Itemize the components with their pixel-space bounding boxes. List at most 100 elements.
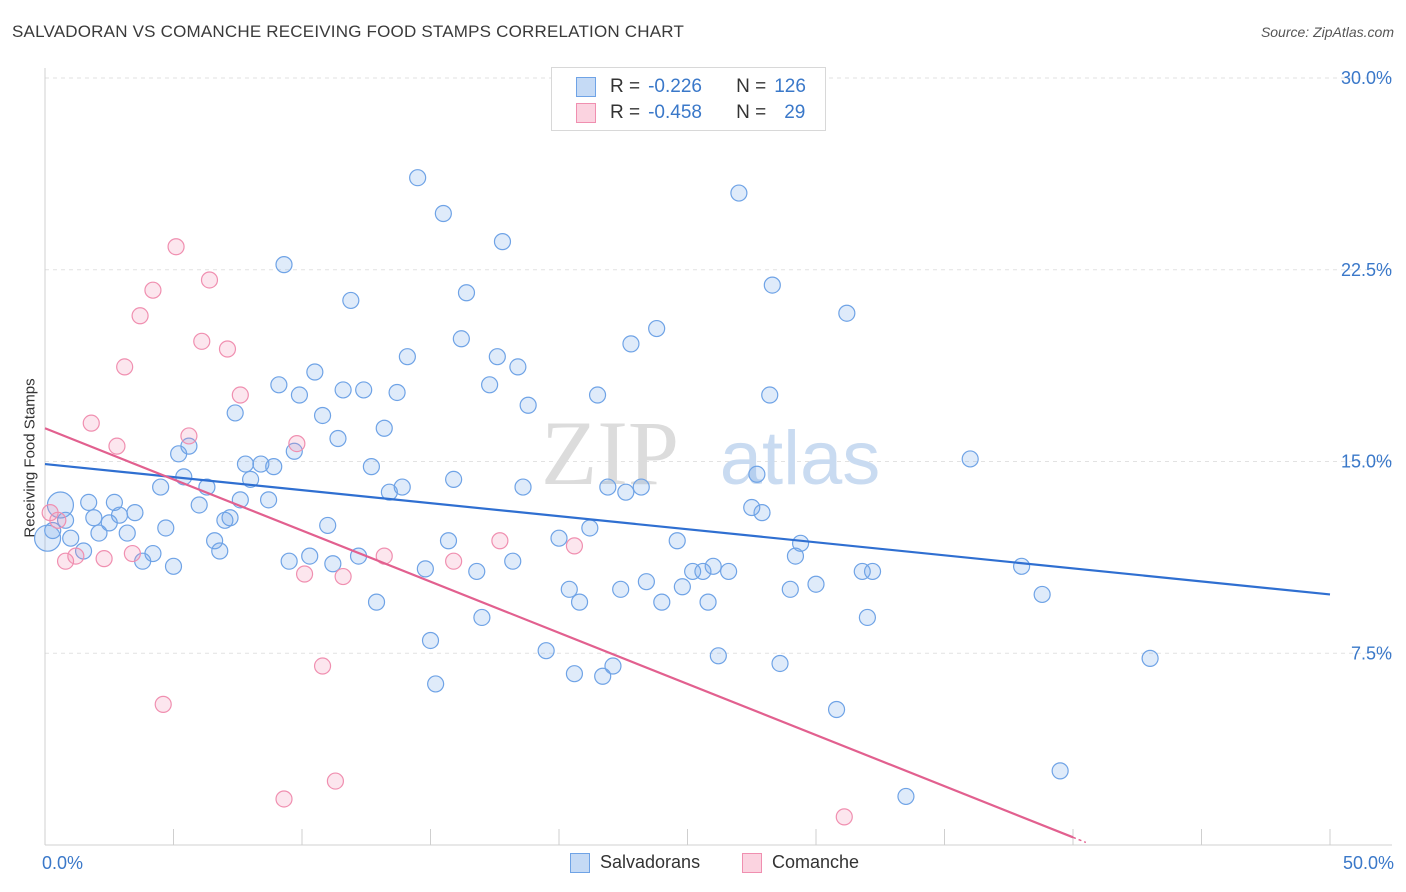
salvadoran-point [560, 580, 578, 598]
salvadoran-point [709, 647, 727, 665]
salvadoran-point [44, 521, 62, 540]
comanche-point [56, 552, 75, 570]
salvadoran-point [439, 532, 458, 550]
chart-title: SALVADORAN VS COMANCHE RECEIVING FOOD ST… [12, 22, 685, 41]
salvadoran-point [653, 593, 671, 611]
source-label: Source: ZipAtlas.com [1260, 24, 1394, 40]
salvadoran-point [416, 560, 434, 578]
salvadoran-point [393, 478, 411, 496]
salvadoran-point [190, 496, 208, 514]
legend-r-label: R = [610, 76, 641, 97]
comanche-point [565, 537, 584, 555]
salvadoran-point [488, 348, 506, 366]
axes [44, 68, 1392, 846]
comanche-point [313, 657, 332, 675]
salvadoran-point [367, 593, 386, 611]
salvadoran-point [355, 381, 373, 399]
salvadoran-point [242, 470, 260, 488]
salvadoran-point [617, 483, 635, 501]
comanche-point [200, 271, 219, 289]
salvadoran-point [570, 593, 589, 611]
salvadoran-point [362, 458, 380, 476]
salvadoran-point [594, 667, 612, 685]
salvadoran-point [604, 657, 622, 675]
watermark: ZIP atlas [541, 402, 880, 504]
salvadoran-point [427, 675, 445, 693]
salvadoran-point [1012, 557, 1031, 575]
comanche-trend-extension [1072, 836, 1087, 844]
salvadoran-point [648, 319, 666, 338]
series-swatch-salvadorans [570, 852, 590, 873]
salvadoran-point [622, 335, 640, 353]
salvadoran-point [110, 506, 129, 524]
salvadoran-point [748, 465, 766, 483]
legend-n-label: N = [736, 76, 767, 97]
y-tick-label: 30.0% [1341, 68, 1392, 88]
salvadoran-point [152, 478, 170, 496]
watermark-atlas: atlas [720, 416, 881, 501]
salvadoran-point [164, 557, 183, 575]
salvadoran-point [221, 509, 239, 527]
series-legend-comanche[interactable]: Comanche [742, 852, 859, 873]
salvadoran-point [863, 562, 882, 581]
salvadoran-point [265, 458, 283, 476]
comanche-point [835, 808, 853, 826]
salvadoran-point [118, 524, 136, 542]
salvadoran-point [85, 509, 103, 527]
salvadoran-point [157, 519, 175, 537]
salvadoran-point [897, 787, 915, 806]
salvadoran-point [519, 396, 537, 414]
salvadoran-point [699, 593, 717, 611]
comanche-point [167, 238, 185, 256]
comanche-point [275, 790, 293, 808]
salvadoran-point [838, 304, 856, 322]
comanche-point [231, 386, 249, 404]
salvadoran-point [550, 529, 568, 547]
salvadoran-point [301, 547, 319, 565]
correlation-legend: R = -0.226 N = 126 R = -0.458 N = 29 [551, 67, 826, 131]
salvadoran-point [1051, 762, 1069, 780]
salvadoran-point [306, 363, 324, 381]
salvadoran-point [771, 654, 789, 673]
salvadoran-point [781, 580, 799, 598]
salvadoran-point [509, 358, 527, 376]
x-tick-label: 0.0% [42, 853, 83, 873]
salvadoran-point [514, 478, 532, 496]
y-tick-label: 7.5% [1351, 643, 1392, 663]
salvadoran-point [632, 478, 650, 496]
salvadoran-point [319, 516, 337, 535]
salvadoran-point [473, 608, 491, 627]
salvadoran-point [126, 504, 144, 522]
salvadoran-point [280, 552, 298, 570]
salvadoran-point [858, 608, 877, 627]
salvadoran-point [434, 204, 452, 223]
salvadoran-point [791, 534, 810, 552]
salvadoran-point [961, 450, 979, 468]
salvadoran-point [334, 381, 352, 399]
salvadoran-point [324, 555, 342, 573]
comanche-point [193, 332, 211, 350]
salvadoran-point [743, 498, 761, 517]
salvadoran-point [457, 284, 476, 302]
salvadoran-point [144, 544, 162, 563]
series-legend: Salvadorans Comanche [0, 852, 1406, 876]
comanche-point [491, 532, 509, 550]
series-label-salvadorans: Salvadorans [600, 852, 701, 872]
legend-swatch-comanche [576, 103, 596, 123]
legend-n-label: N = [736, 102, 767, 123]
salvadoran-point [694, 562, 712, 581]
y-tick-label: 22.5% [1341, 260, 1392, 280]
salvadoran-point [1033, 585, 1051, 604]
salvadoran-point [493, 233, 512, 251]
salvadoran-point [704, 557, 722, 575]
salvadoran-point [290, 386, 309, 404]
salvadoran-point [342, 291, 360, 310]
legend-r-label: R = [610, 102, 641, 123]
salvadoran-point [329, 429, 347, 448]
salvadoran-point [763, 276, 781, 294]
comanche-point [116, 358, 134, 376]
watermark-zip: ZIP [541, 402, 679, 504]
series-legend-salvadorans[interactable]: Salvadorans [570, 852, 700, 873]
salvadoran-point [1141, 649, 1159, 667]
comanche-point [95, 550, 113, 568]
